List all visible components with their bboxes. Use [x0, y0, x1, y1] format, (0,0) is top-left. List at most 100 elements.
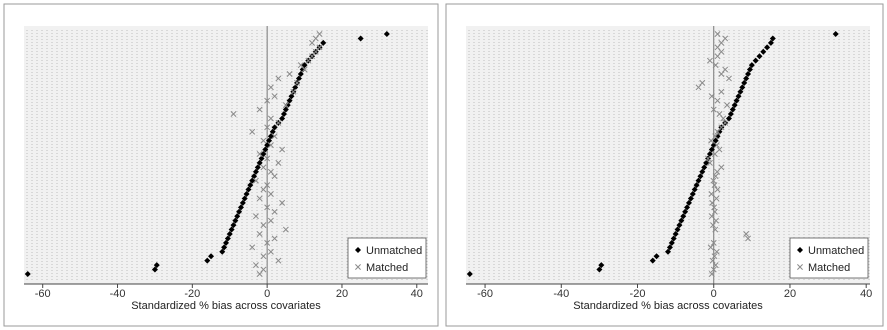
unmatched-point	[769, 35, 776, 42]
unmatched-point	[767, 39, 774, 46]
unmatched-point	[598, 262, 605, 269]
matched-point	[252, 177, 259, 184]
matched-point	[708, 93, 715, 100]
unmatched-point	[299, 66, 306, 73]
matched-point	[713, 195, 720, 202]
matched-point	[260, 222, 267, 229]
unmatched-point	[24, 271, 31, 277]
legend-marker-unmatched	[355, 247, 361, 253]
matched-point	[711, 208, 718, 215]
matched-point	[705, 155, 711, 162]
x-axis-label: Standardized % bias across covariates	[131, 300, 321, 312]
unmatched-point	[678, 217, 685, 224]
matched-point	[275, 119, 282, 126]
matched-point	[743, 231, 750, 237]
unmatched-point	[239, 199, 246, 206]
matched-point	[711, 151, 718, 157]
legend-label: Unmatched	[808, 245, 864, 257]
x-tick-label: 0	[264, 288, 270, 300]
matched-point	[286, 71, 293, 77]
matched-point	[264, 239, 271, 246]
unmatched-point	[668, 239, 675, 246]
unmatched-point	[208, 253, 215, 260]
x-tick-label: 20	[336, 288, 348, 300]
unmatched-point	[219, 248, 226, 255]
unmatched-point	[245, 186, 252, 193]
legend: Unmatched Matched	[789, 237, 869, 279]
unmatched-point	[676, 222, 683, 229]
matched-point	[718, 164, 725, 171]
legend-marker-matched	[355, 264, 361, 270]
matched-point	[256, 195, 263, 202]
matched-point	[264, 204, 271, 211]
unmatched-point	[153, 262, 160, 269]
matched-point	[275, 159, 282, 166]
unmatched-point	[703, 159, 710, 166]
x-tick-label: -60	[35, 288, 51, 300]
unmatched-point	[745, 71, 752, 77]
matched-point	[260, 253, 267, 260]
matched-point	[710, 239, 717, 246]
unmatched-point	[832, 31, 839, 37]
matched-point	[279, 146, 286, 153]
unmatched-point	[693, 182, 700, 189]
unmatched-point	[280, 111, 287, 117]
matched-point	[264, 97, 271, 104]
matched-point	[267, 217, 274, 224]
unmatched-point	[691, 186, 698, 193]
unmatched-point	[237, 204, 244, 211]
unmatched-point	[674, 226, 681, 233]
unmatched-point	[739, 84, 746, 91]
x-tick-label: -20	[630, 288, 646, 300]
unmatched-point	[221, 244, 228, 251]
matched-point	[282, 226, 289, 233]
unmatched-point	[748, 62, 755, 69]
unmatched-point	[267, 133, 274, 140]
legend-box	[347, 237, 427, 279]
matched-point	[271, 93, 278, 100]
legend-label: Matched	[366, 262, 408, 274]
matched-point	[714, 186, 721, 193]
matched-point	[710, 106, 717, 113]
unmatched-point	[249, 177, 256, 184]
unmatched-point	[288, 93, 295, 100]
unmatched-point	[666, 244, 673, 251]
unmatched-point	[232, 217, 239, 224]
unmatched-point	[665, 248, 671, 255]
matched-point	[249, 128, 256, 135]
unmatched-point	[735, 93, 742, 100]
unmatched-point	[764, 44, 771, 51]
unmatched-point	[243, 191, 250, 197]
chart-panel-1: -60 -40 -20 0 20 40 Standardized % bias across…	[3, 3, 439, 327]
matched-point	[256, 106, 263, 113]
unmatched-point	[224, 235, 231, 242]
matched-point	[711, 204, 718, 211]
legend-label: Unmatched	[366, 245, 422, 257]
unmatched-point	[649, 257, 656, 264]
matched-point	[722, 35, 729, 42]
unmatched-point	[689, 191, 696, 197]
unmatched-point	[712, 137, 719, 144]
matched-point	[260, 164, 267, 171]
unmatched-point	[708, 146, 715, 153]
unmatched-point	[236, 208, 243, 215]
matched-point	[710, 177, 717, 184]
matched-point	[708, 213, 715, 220]
unmatched-point	[284, 102, 291, 109]
unmatched-point	[699, 168, 706, 175]
matched-point	[712, 173, 719, 180]
matched-point	[271, 235, 278, 242]
matched-point	[716, 111, 723, 117]
series-matched	[695, 31, 751, 277]
unmatched-point	[756, 53, 763, 60]
matched-point	[230, 111, 237, 117]
unmatched-point	[729, 106, 736, 113]
series-matched	[230, 31, 323, 277]
unmatched-point	[151, 266, 158, 273]
matched-point	[724, 102, 731, 109]
unmatched-point	[727, 111, 734, 117]
matched-point	[267, 248, 274, 255]
matched-point	[267, 168, 274, 175]
unmatched-point	[241, 195, 248, 202]
unmatched-point	[670, 235, 677, 242]
